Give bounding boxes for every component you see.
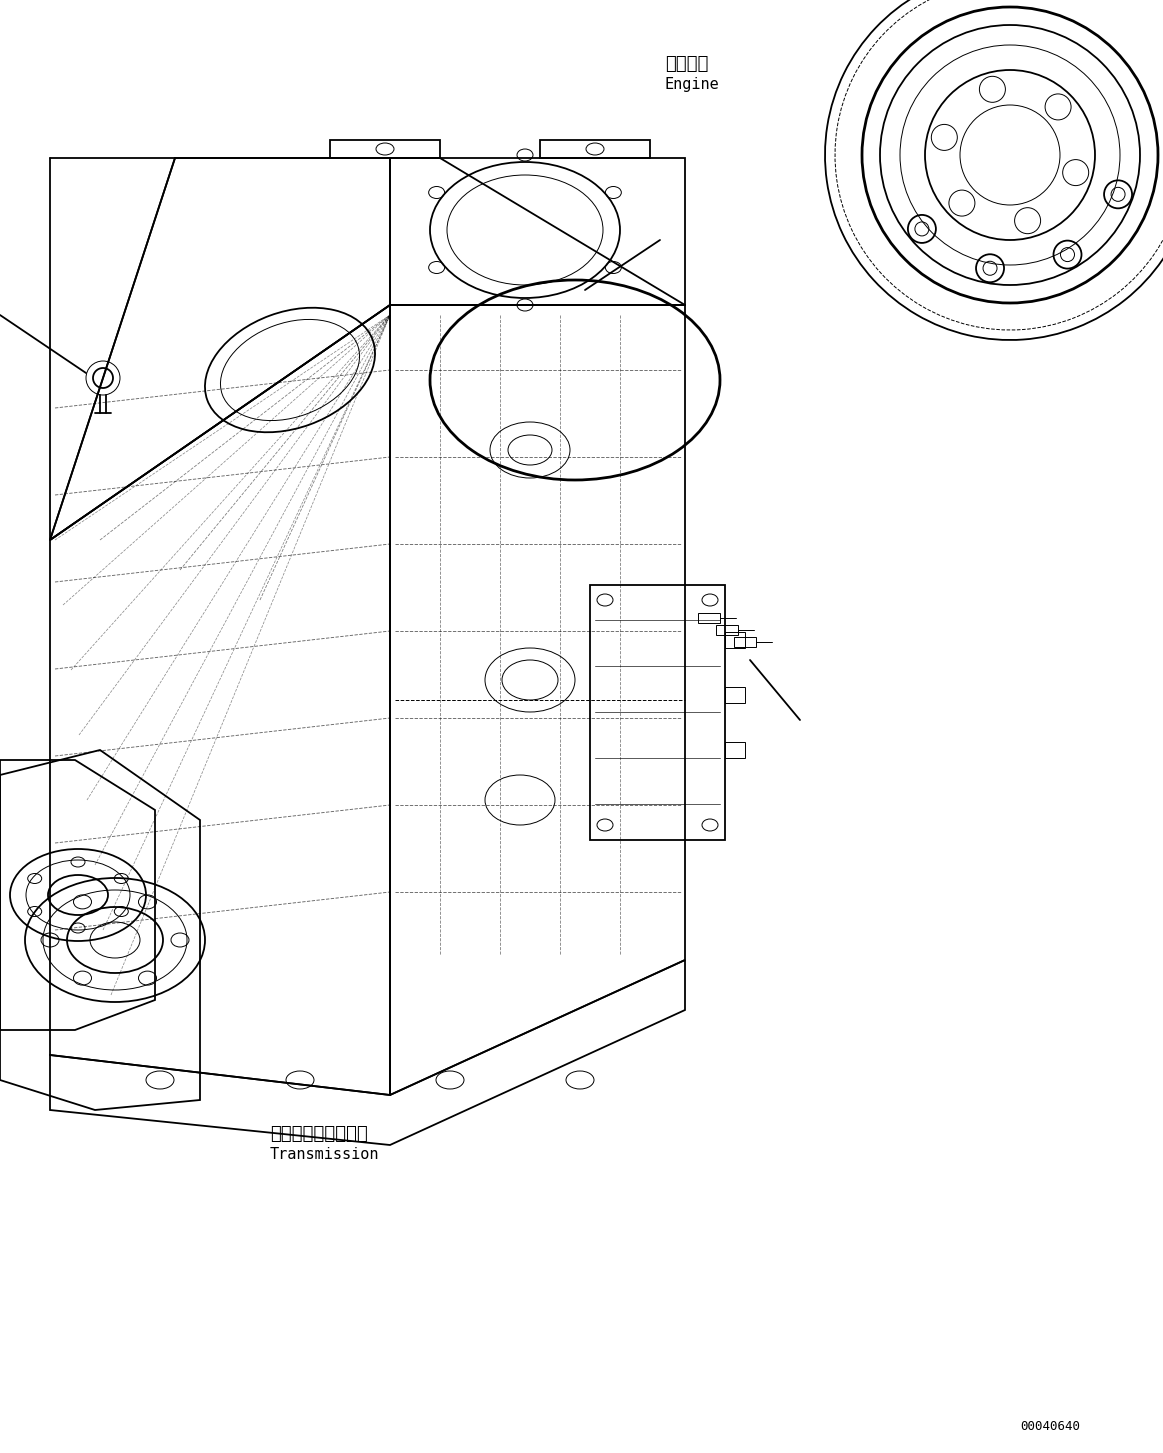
Text: 00040640: 00040640 [1020, 1420, 1080, 1433]
Text: Engine: Engine [665, 77, 720, 92]
Text: エンジン: エンジン [665, 55, 708, 73]
Text: Transmission: Transmission [270, 1146, 379, 1162]
Text: トランスミッション: トランスミッション [270, 1125, 368, 1144]
